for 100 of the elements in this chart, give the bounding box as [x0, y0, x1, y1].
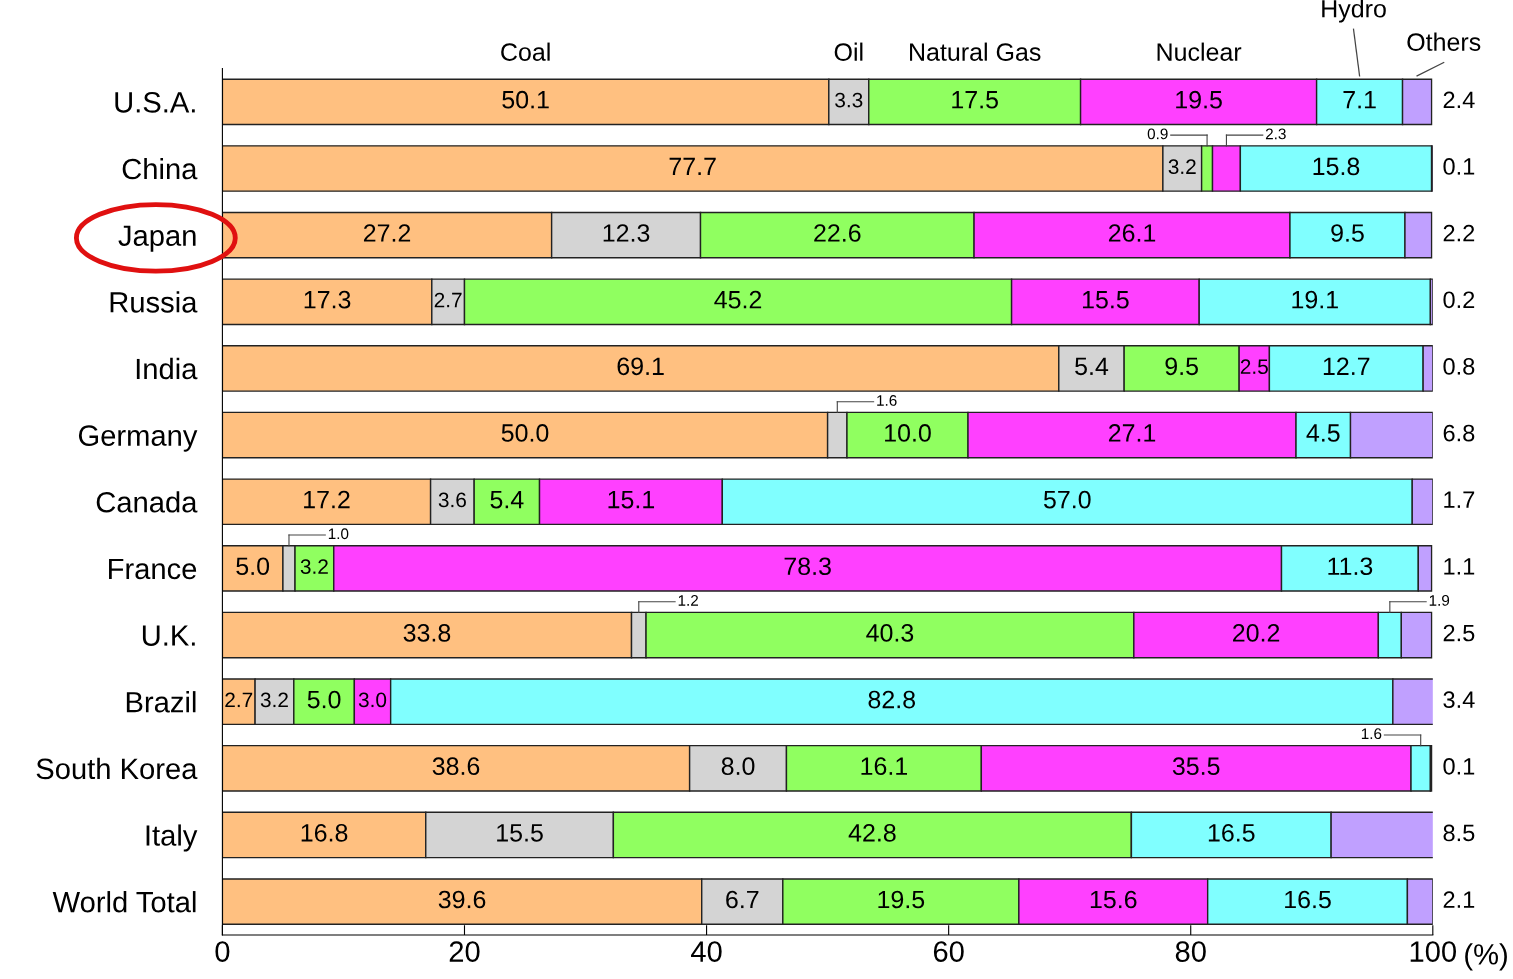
- data-label: 20.2: [1233, 624, 1280, 642]
- data-label: 0.9: [1147, 128, 1168, 140]
- data-label: 57.0: [1043, 490, 1091, 509]
- data-label: 2.7: [434, 292, 462, 308]
- y-tick-label: Italy: [146, 824, 198, 852]
- data-label: 15.6: [1090, 890, 1137, 909]
- data-label: 82.8: [868, 690, 916, 709]
- y-tick-label: Canada: [96, 491, 198, 513]
- text: Hydro: [1322, 0, 1386, 23]
- data-label: 5.4: [1075, 357, 1109, 376]
- data-label: 3.4: [1443, 691, 1475, 709]
- data-label: 3.6: [438, 492, 466, 508]
- data-label: 50.0: [501, 424, 549, 442]
- x-tick-label: 60: [933, 941, 964, 962]
- data-label: 39.6: [438, 890, 486, 909]
- x-tick-label: 40: [691, 941, 722, 962]
- data-label: 26.1: [1108, 224, 1156, 242]
- series-label: Nuclear: [1157, 42, 1242, 61]
- x-tick-label: 0: [215, 941, 230, 962]
- y-tick-label: France: [109, 558, 197, 580]
- data-label: 69.1: [617, 357, 664, 376]
- data-label: 22.6: [814, 224, 861, 242]
- x-axis-title: (%): [1465, 943, 1507, 971]
- data-label: 38.6: [432, 757, 480, 776]
- data-label: 5.4: [490, 491, 524, 509]
- data-label: 5.0: [307, 690, 341, 709]
- data-label: 12.7: [1323, 357, 1370, 375]
- data-label: 4.5: [1306, 424, 1340, 442]
- data-label: 9.5: [1331, 224, 1364, 242]
- y-tick-label: South Korea: [36, 757, 198, 780]
- data-label: 27.2: [363, 224, 411, 242]
- data-label: 1.0: [328, 528, 349, 540]
- data-label: 3.0: [358, 692, 387, 708]
- data-label: 16.1: [861, 757, 908, 776]
- data-label: 16.8: [301, 823, 348, 842]
- data-label: 15.5: [1082, 291, 1129, 309]
- y-tick-label: U.S.A.: [115, 92, 195, 113]
- data-label: 40.3: [866, 624, 914, 642]
- series-label: Natural Gas: [910, 42, 1041, 61]
- y-tick-label: India: [136, 357, 198, 380]
- data-label: 0.1: [1443, 158, 1475, 175]
- data-label: 6.7: [726, 890, 759, 909]
- data-label: 19.1: [1292, 290, 1338, 309]
- y-tick-label: Japan: [118, 225, 196, 252]
- data-label: 6.8: [1443, 424, 1475, 442]
- x-tick-label: 20: [449, 941, 480, 962]
- y-tick-label: Brazil: [126, 691, 196, 713]
- data-label: 1.9: [1429, 594, 1450, 606]
- data-label: 2.5: [1240, 359, 1268, 375]
- y-tick-label: U.K.: [142, 625, 195, 646]
- x-tick-label: 80: [1175, 941, 1206, 962]
- data-label: 10.0: [885, 424, 931, 442]
- data-label: 16.5: [1208, 823, 1255, 842]
- data-label: 2.4: [1443, 91, 1475, 108]
- data-label: 0.2: [1443, 291, 1475, 309]
- data-label: 27.1: [1108, 424, 1156, 442]
- data-label: 2.1: [1443, 891, 1475, 908]
- data-label: 2.2: [1443, 224, 1475, 242]
- data-label: 19.5: [1176, 90, 1222, 109]
- y-tick-label: Germany: [78, 425, 198, 452]
- data-label: 3.3: [835, 92, 863, 108]
- data-label: 8.5: [1443, 824, 1475, 842]
- data-label: 7.1: [1343, 91, 1376, 109]
- data-label: 17.3: [304, 290, 351, 309]
- data-label: 77.7: [669, 157, 716, 175]
- y-tick-label: World Total: [52, 891, 196, 913]
- data-label: 50.1: [502, 90, 549, 109]
- data-label: 0.1: [1443, 757, 1475, 775]
- data-label: 2.7: [225, 692, 253, 708]
- x-tick-label: 100: [1410, 941, 1456, 962]
- series-label: Others: [1407, 32, 1481, 51]
- data-label: 12.3: [603, 224, 650, 242]
- data-label: 35.5: [1172, 757, 1220, 776]
- series-label: Coal: [501, 42, 550, 61]
- data-label: 16.5: [1285, 890, 1331, 909]
- data-label: 5.0: [236, 557, 270, 576]
- data-label: 45.2: [714, 290, 762, 309]
- data-label: 42.8: [848, 823, 896, 842]
- data-label: 3.2: [300, 559, 328, 574]
- data-label: 11.3: [1328, 557, 1373, 576]
- data-label: 1.6: [877, 395, 897, 406]
- data-label: 17.5: [952, 91, 998, 109]
- data-label: 1.2: [678, 594, 698, 606]
- data-label: 2.3: [1265, 128, 1286, 140]
- data-label: 15.5: [497, 824, 543, 842]
- data-label: 17.2: [304, 490, 350, 509]
- data-label: 3.2: [1168, 159, 1196, 175]
- data-label: 78.3: [784, 557, 831, 576]
- data-label: 15.1: [608, 491, 655, 509]
- data-label: 1.7: [1444, 491, 1475, 508]
- data-label: 0.8: [1443, 358, 1475, 375]
- data-label: 19.5: [878, 890, 925, 909]
- data-label: 9.5: [1165, 357, 1198, 376]
- series-label: Oil: [834, 42, 863, 61]
- data-label: 1.6: [1361, 728, 1382, 740]
- data-label: 1.1: [1444, 558, 1475, 575]
- data-label: 8.0: [721, 757, 755, 776]
- data-label: 2.5: [1443, 624, 1475, 642]
- data-label: 33.8: [403, 624, 451, 642]
- data-label: 3.2: [260, 692, 288, 708]
